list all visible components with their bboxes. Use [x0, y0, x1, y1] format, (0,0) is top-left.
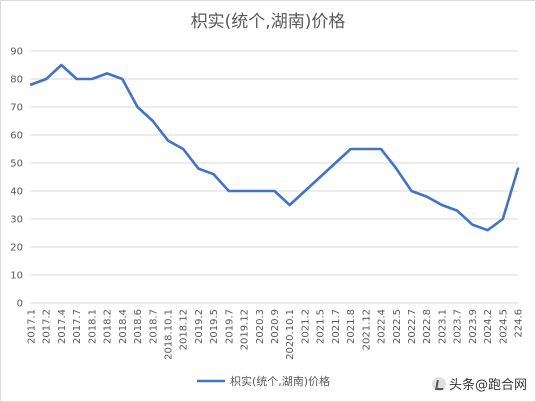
x-tick-label: 2022.8	[422, 309, 433, 344]
y-tick-label: 70	[10, 103, 23, 114]
y-tick-label: 40	[10, 187, 23, 198]
x-tick-label: 2020.3	[255, 309, 266, 344]
series-line	[29, 63, 520, 232]
x-axis-ticks: 2017.1 2017.2 2017.4 2017.7 2018.1 2018.2 2018…	[27, 309, 525, 360]
x-tick-label: 224.6	[514, 309, 525, 338]
x-tick-label: 2019.5	[209, 309, 220, 344]
y-tick-label: 60	[10, 131, 23, 142]
x-tick-label: 2017.2	[42, 309, 53, 344]
x-tick-label: 2017.7	[72, 309, 83, 344]
y-tick-label: 90	[10, 47, 23, 58]
chart-title: 枳实(统个,湖南)价格	[191, 12, 346, 32]
series-layer	[29, 63, 520, 232]
legend-label: 枳实(统个,湖南)价格	[230, 374, 330, 388]
x-tick-label: 2018.1	[87, 309, 98, 344]
x-tick-label: 2018.7	[148, 309, 159, 344]
x-tick-label: 2018.10.1	[163, 309, 174, 360]
y-axis-ticks: 0 10 20 30 40 50 60 70 80 90	[10, 47, 23, 310]
toutiao-logo-icon	[431, 376, 446, 391]
x-tick-label: 2017.1	[27, 309, 38, 344]
x-tick-label: 2018.12	[179, 309, 190, 350]
y-tick-label: 50	[10, 159, 23, 170]
x-tick-label: 2021.12	[361, 309, 372, 350]
watermark: 头条@跑合网	[431, 374, 527, 393]
x-tick-label: 2019.12	[240, 309, 251, 350]
x-tick-label: 2021.2	[300, 309, 311, 344]
x-tick-label: 2023.9	[468, 309, 479, 344]
y-tick-label: 20	[10, 243, 23, 254]
x-tick-label: 2018.2	[103, 309, 114, 344]
y-tick-label: 0	[17, 299, 23, 310]
legend: 枳实(统个,湖南)价格	[197, 374, 330, 388]
y-tick-label: 80	[10, 75, 23, 86]
x-tick-label: 2022.5	[392, 309, 403, 344]
x-tick-label: 2024.5	[498, 309, 509, 344]
x-tick-label: 2020.10.1	[285, 309, 296, 360]
x-tick-label: 2024.2	[483, 309, 494, 344]
x-tick-label: 2021.5	[316, 309, 327, 344]
x-tick-label: 2023.7	[453, 309, 464, 344]
x-tick-label: 2018.4	[118, 309, 129, 344]
x-tick-label: 2022.7	[407, 309, 418, 344]
y-tick-label: 10	[10, 271, 23, 282]
x-tick-label: 2021.7	[331, 309, 342, 344]
watermark-text: 头条@跑合网	[448, 378, 527, 393]
x-tick-label: 2017.4	[57, 309, 68, 344]
x-tick-label: 2018.6	[133, 309, 144, 344]
x-tick-label: 2021.8	[346, 309, 357, 344]
x-tick-label: 2023.1	[437, 309, 448, 344]
y-tick-label: 30	[10, 215, 23, 226]
grid-lines	[31, 50, 518, 304]
x-tick-label: 2019.7	[224, 309, 235, 344]
x-tick-label: 2019.2	[194, 309, 205, 344]
x-tick-label: 2022.4	[377, 309, 388, 344]
x-tick-label: 2020.9	[270, 309, 281, 344]
